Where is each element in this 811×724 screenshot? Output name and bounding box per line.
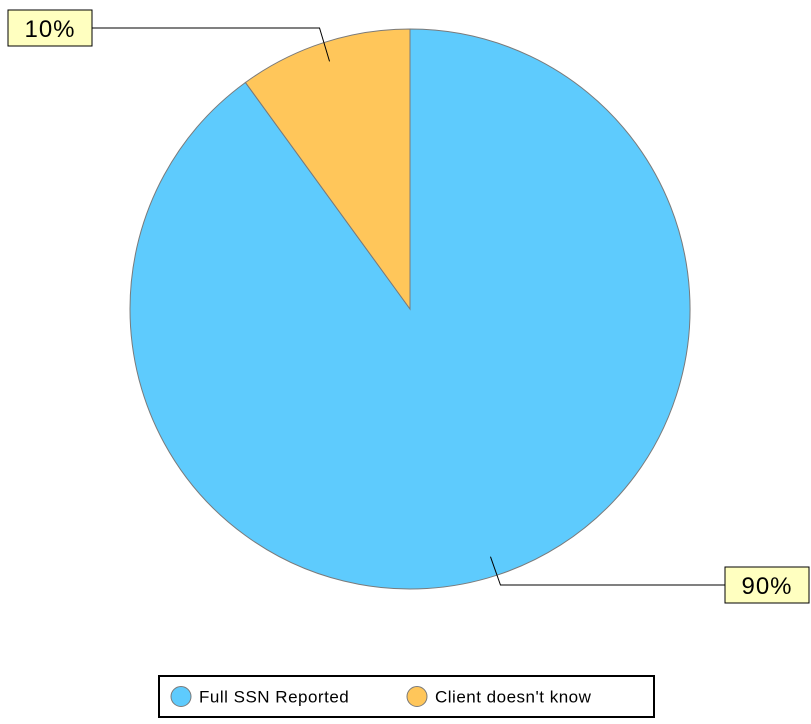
data-label-client-doesn-t-know: 10% bbox=[24, 16, 75, 43]
data-labels: 90% 10% bbox=[7, 9, 810, 604]
data-label-box-full-ssn-reported bbox=[724, 566, 810, 604]
legend: Full SSN Reported Client doesn't know bbox=[158, 675, 655, 718]
legend-label-full-ssn-reported: Full SSN Reported bbox=[199, 688, 349, 707]
pie-slices bbox=[129, 28, 691, 590]
legend-marker-client-doesn-t-know bbox=[406, 686, 428, 707]
legend-label-client-doesn-t-know: Client doesn't know bbox=[435, 688, 592, 707]
leader-line-client-doesn-t-know bbox=[92, 27, 331, 62]
leader-line-full-ssn-reported bbox=[489, 556, 725, 586]
legend-marker-full-ssn-reported bbox=[170, 686, 192, 707]
data-label-box-client-doesn-t-know bbox=[7, 9, 93, 47]
data-label-full-ssn-reported: 90% bbox=[741, 573, 792, 600]
